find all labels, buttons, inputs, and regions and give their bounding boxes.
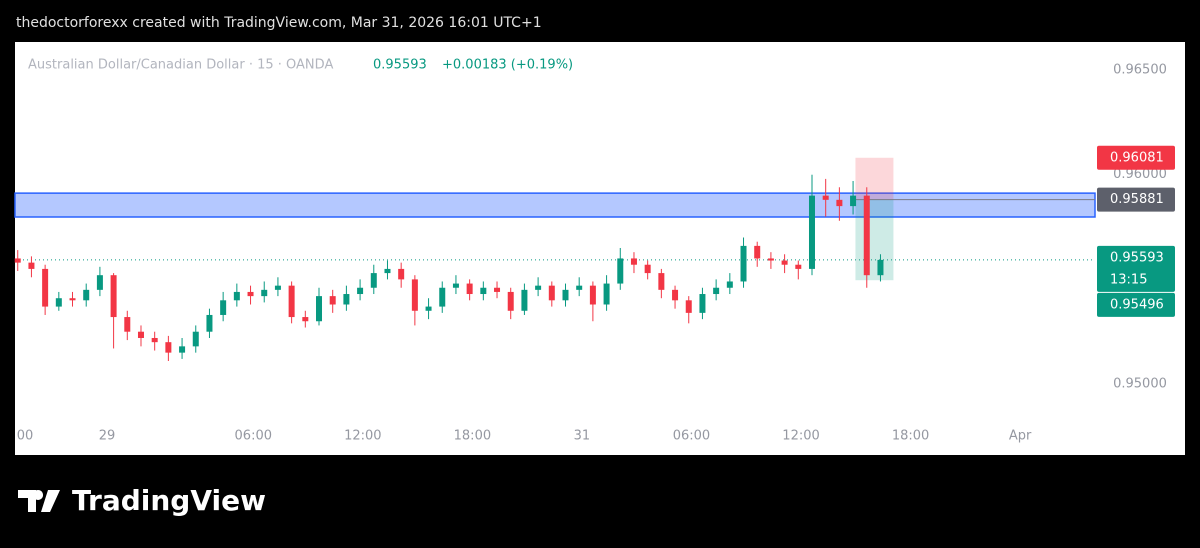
candle-body bbox=[329, 296, 336, 305]
candle-body bbox=[411, 279, 418, 311]
y-tick-label: 0.96000 bbox=[1113, 167, 1167, 182]
logo: TradingView bbox=[18, 484, 266, 517]
candle-body bbox=[151, 337, 158, 343]
candle-body bbox=[274, 285, 281, 290]
candle-body bbox=[398, 268, 405, 280]
candle-body bbox=[644, 264, 651, 274]
candle-body bbox=[137, 331, 144, 338]
candle-body bbox=[83, 289, 90, 301]
price-label: 0.95496 bbox=[1110, 297, 1164, 312]
candle-body bbox=[357, 287, 364, 295]
candle-body bbox=[110, 275, 117, 318]
candle-body bbox=[562, 289, 569, 301]
candle-body bbox=[630, 258, 637, 265]
candle-body bbox=[192, 331, 199, 347]
candle-body bbox=[685, 300, 692, 313]
price-label-box bbox=[1097, 292, 1175, 317]
candle-body bbox=[370, 273, 377, 288]
candle-body bbox=[877, 259, 884, 276]
candle-body bbox=[316, 296, 323, 322]
candle-body bbox=[439, 287, 446, 307]
candle-body bbox=[767, 258, 774, 261]
candle-body bbox=[726, 281, 733, 288]
candle-body bbox=[535, 285, 542, 290]
x-tick-label: 29 bbox=[99, 429, 116, 444]
symbol: Australian Dollar/Canadian Dollar · 15 ·… bbox=[28, 58, 333, 73]
y-tick-label: 0.96500 bbox=[1113, 63, 1167, 78]
candle-body bbox=[233, 291, 240, 301]
stop-area bbox=[855, 157, 894, 200]
price-label: 0.95593 bbox=[1110, 250, 1164, 265]
target-area bbox=[855, 199, 894, 281]
candle-body bbox=[781, 260, 788, 265]
candle-body bbox=[261, 289, 268, 297]
candle-body bbox=[754, 245, 761, 259]
countdown: 13:15 bbox=[1110, 272, 1147, 287]
candle-body bbox=[576, 285, 583, 290]
candle-body bbox=[124, 317, 131, 332]
candle-body bbox=[165, 342, 172, 353]
candle-body bbox=[42, 268, 49, 307]
candle-body bbox=[220, 300, 227, 315]
candle-body bbox=[288, 285, 295, 318]
x-tick-label: Apr bbox=[1009, 429, 1032, 444]
candle-body bbox=[384, 268, 391, 274]
candle-body bbox=[69, 298, 76, 301]
candle-body bbox=[658, 273, 665, 290]
candle-body bbox=[494, 287, 501, 292]
candle-body bbox=[822, 195, 829, 200]
x-tick-label: 18:00 bbox=[454, 429, 491, 444]
candle-body bbox=[863, 195, 870, 276]
candle-body bbox=[836, 199, 843, 207]
candle-body bbox=[28, 262, 35, 269]
price-label-box bbox=[1097, 145, 1175, 170]
candle-body bbox=[96, 275, 103, 290]
candle-body bbox=[425, 306, 432, 311]
candle-body bbox=[548, 285, 555, 301]
candle-body bbox=[206, 314, 213, 332]
candle-body bbox=[740, 245, 747, 282]
price-label: 0.95881 bbox=[1110, 192, 1164, 207]
candle-body bbox=[452, 283, 459, 288]
candle-body bbox=[521, 289, 528, 311]
x-tick-label: 12:00 bbox=[344, 429, 381, 444]
candle-body bbox=[14, 258, 21, 263]
candle-body bbox=[603, 283, 610, 305]
candle-body bbox=[302, 317, 309, 322]
x-tick-label: 18:00 bbox=[892, 429, 929, 444]
candle-body bbox=[713, 287, 720, 295]
candle-body bbox=[589, 285, 596, 305]
change: +0.00183 (+0.19%) bbox=[442, 58, 573, 73]
logo-text: TradingView bbox=[72, 484, 266, 517]
price-label-box bbox=[1097, 245, 1175, 292]
credit: thedoctorforexx created with TradingView… bbox=[16, 15, 542, 31]
price-label: 0.96081 bbox=[1110, 150, 1164, 165]
y-tick-label: 0.95000 bbox=[1113, 377, 1167, 392]
candle-body bbox=[480, 287, 487, 295]
candle-body bbox=[617, 258, 624, 284]
candle-body bbox=[247, 291, 254, 297]
zone bbox=[14, 192, 1096, 218]
candle-body bbox=[808, 195, 815, 269]
chart-panel bbox=[15, 42, 1185, 455]
candle-body bbox=[466, 283, 473, 295]
x-tick-label: 31 bbox=[574, 429, 591, 444]
x-tick-label: 06:00 bbox=[235, 429, 272, 444]
candle-body bbox=[699, 294, 706, 313]
x-tick-label: 12:00 bbox=[782, 429, 819, 444]
x-tick-label: 06:00 bbox=[673, 429, 710, 444]
price-label-box bbox=[1097, 187, 1175, 212]
candle-body bbox=[795, 264, 802, 269]
candle-body bbox=[672, 289, 679, 301]
candle-body bbox=[507, 291, 514, 311]
x-tick-label: 00 bbox=[17, 429, 34, 444]
last-price: 0.95593 bbox=[373, 58, 427, 73]
logo-icon bbox=[18, 490, 60, 512]
candle-body bbox=[343, 294, 350, 305]
candle-body bbox=[850, 195, 857, 207]
candle-body bbox=[179, 346, 186, 353]
candle-body bbox=[55, 298, 62, 307]
